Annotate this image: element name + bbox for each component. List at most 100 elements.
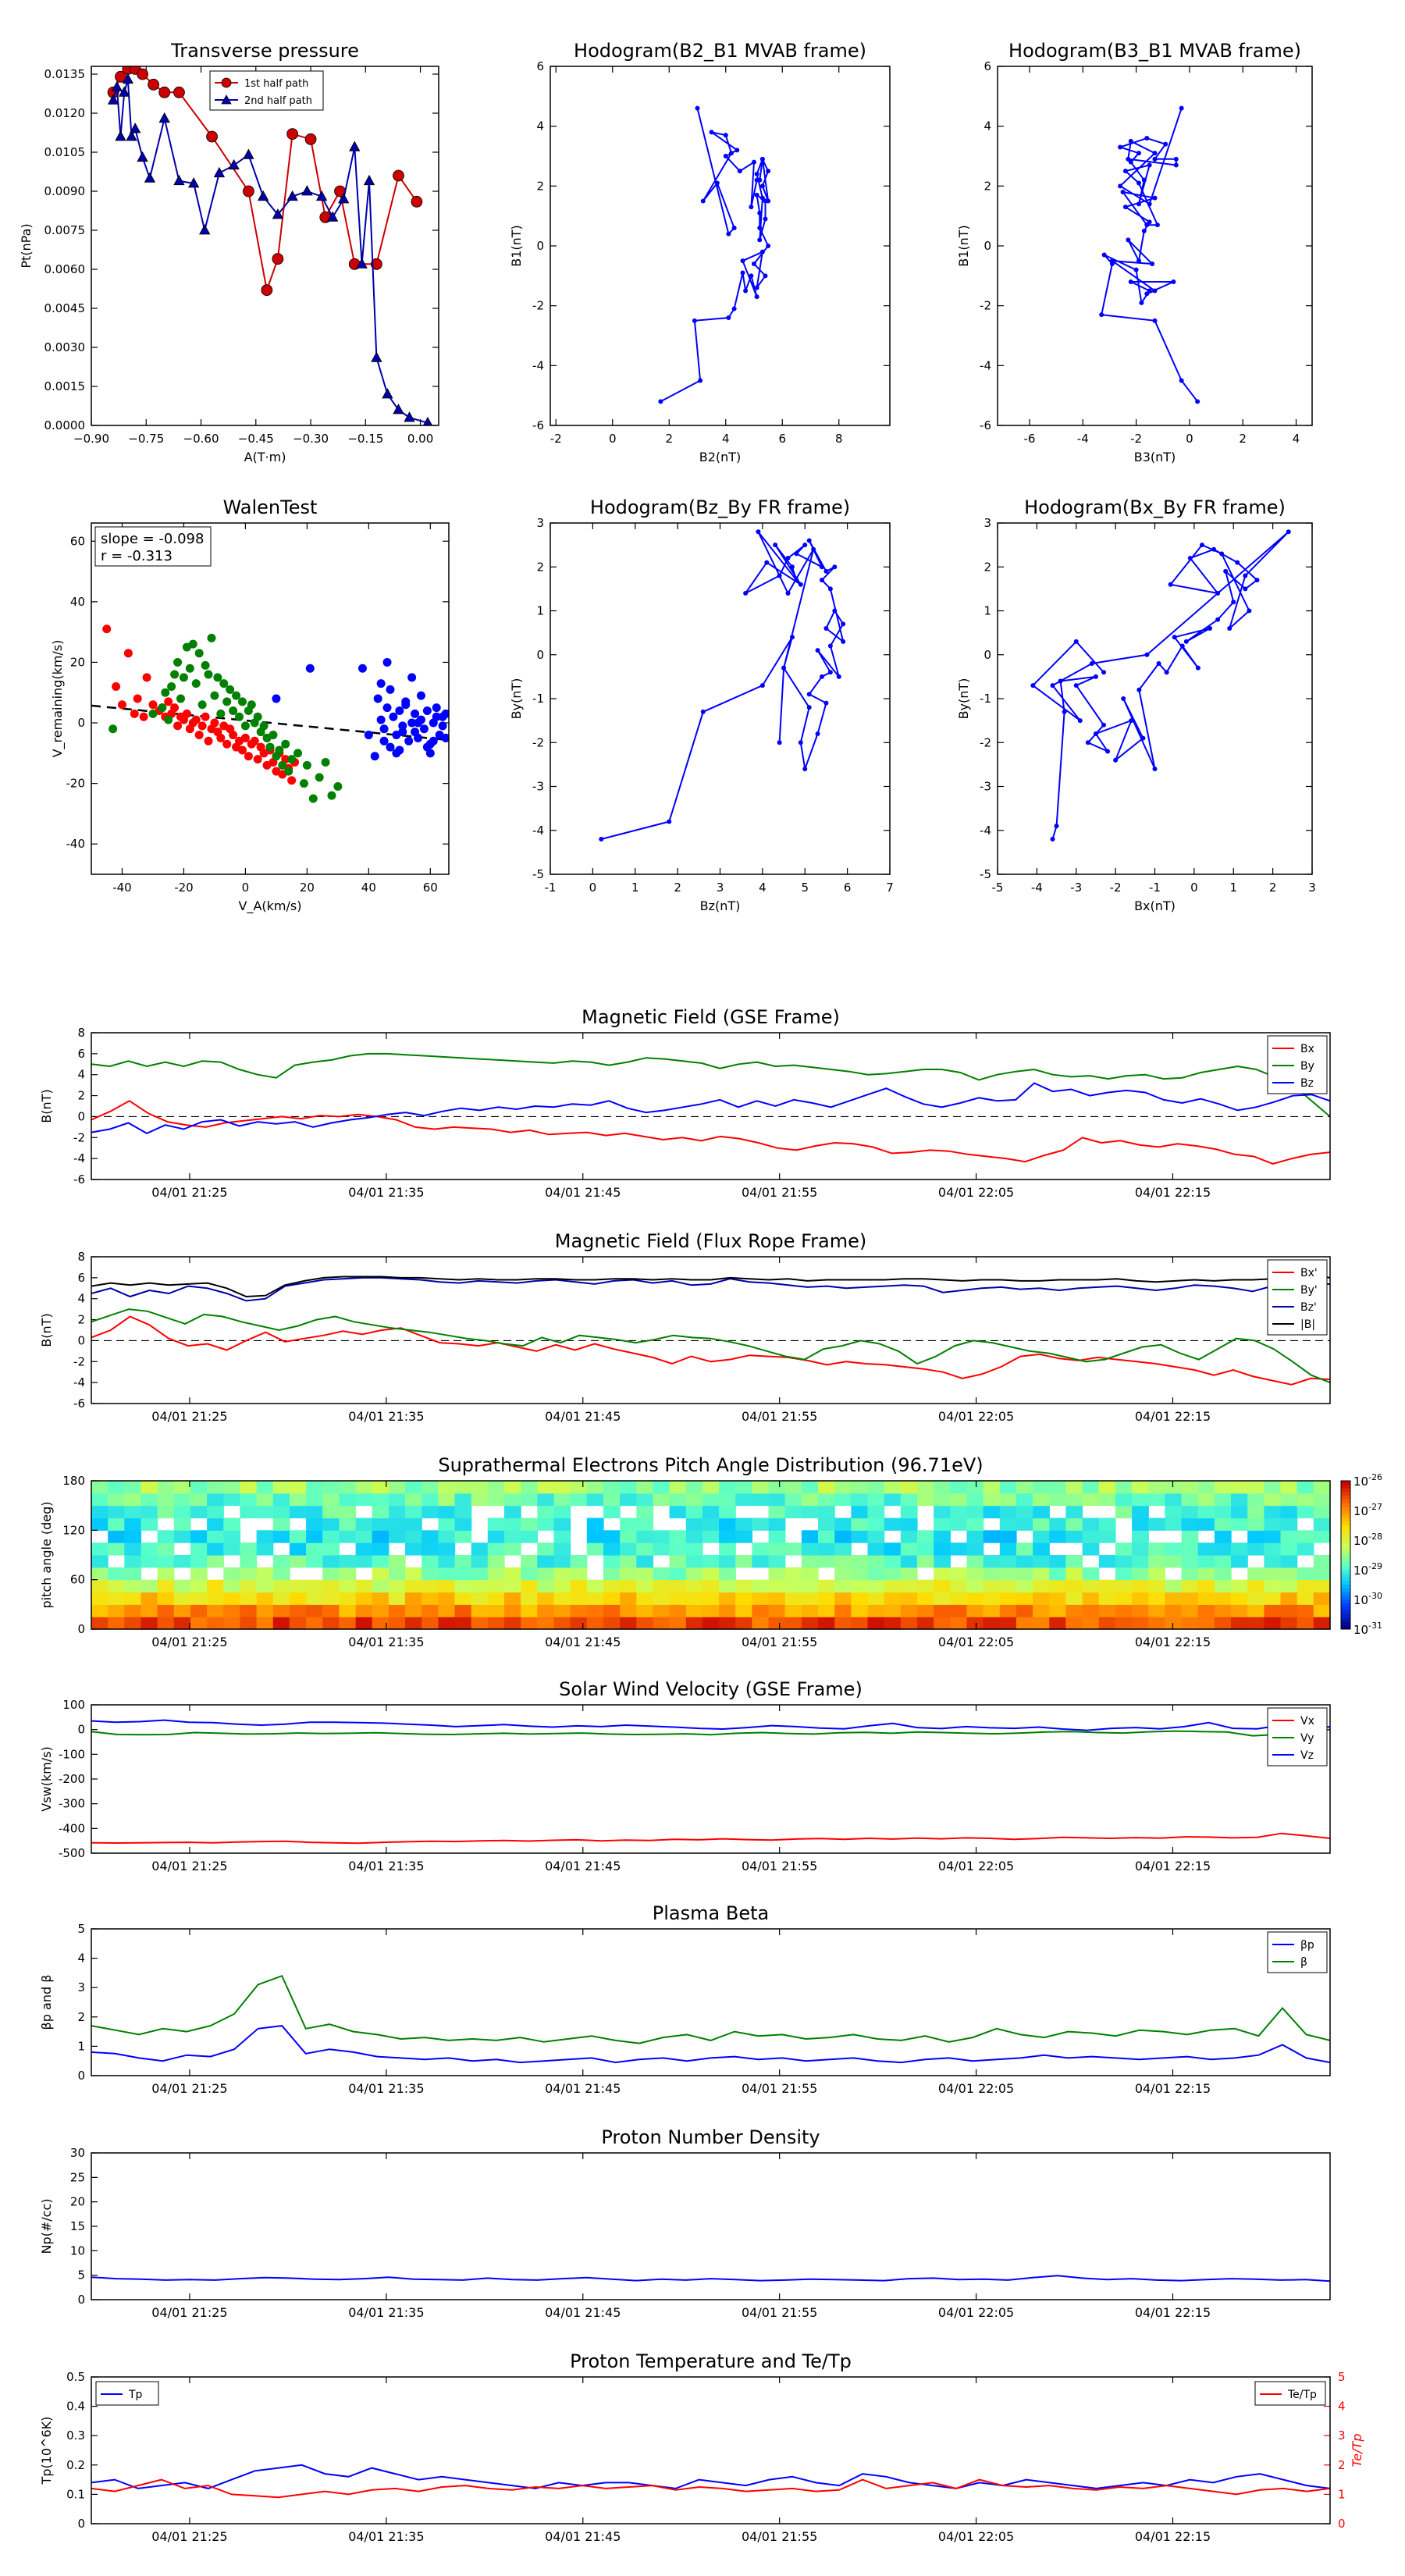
heatmap-cell [190, 1555, 208, 1568]
heatmap-cell [1297, 1505, 1314, 1519]
heatmap-cell [636, 1505, 654, 1519]
colorbar-segment [1341, 1499, 1350, 1503]
data-point [213, 166, 226, 178]
heatmap-cell [735, 1592, 752, 1605]
heatmap-cell [1098, 1555, 1116, 1568]
y-tick-label: 4 [77, 1292, 85, 1306]
x-tick-label: 6 [778, 432, 786, 446]
heatmap-cell [487, 1579, 505, 1593]
y-tick-label: 4 [984, 119, 991, 133]
chart-title: Plasma Beta [653, 1902, 769, 1924]
data-point [1195, 665, 1200, 671]
data-point [243, 148, 254, 159]
heatmap-cell [422, 1542, 439, 1556]
x-tick-label: 0 [609, 432, 617, 446]
annotation-slope: slope = -0.098 [101, 531, 204, 547]
heatmap-cell [1049, 1530, 1067, 1543]
heatmap-cell [586, 1604, 604, 1617]
heatmap-cell [256, 1579, 274, 1593]
heatmap-cell [983, 1555, 1001, 1568]
data-point [321, 757, 330, 767]
heatmap-cell [586, 1517, 604, 1531]
heatmap-cell [570, 1493, 588, 1507]
heatmap-cell [124, 1604, 142, 1617]
heatmap-cell [207, 1493, 224, 1507]
data-point [240, 733, 250, 742]
series-line-path [601, 531, 845, 840]
data-point [1144, 652, 1150, 657]
y-tick-label: -1 [980, 692, 991, 706]
data-point [1154, 222, 1160, 228]
heatmap-cell [867, 1530, 885, 1543]
heatmap-cells [91, 1481, 1331, 1630]
heatmap-cell [950, 1579, 968, 1593]
heatmap-cell [1280, 1579, 1298, 1593]
heatmap-cell [190, 1493, 208, 1507]
chart-hodo_bzby: Hodogram(Bz_By FR frame) -1 0 1 2 3 4 5 6 7 -5 -4 -3… [509, 496, 894, 913]
y-tick-label: -40 [66, 837, 86, 851]
data-point [305, 664, 315, 673]
heatmap-cell [1049, 1604, 1067, 1617]
heatmap-cell [1049, 1493, 1067, 1507]
data-point [158, 703, 167, 713]
heatmap-cell [422, 1579, 439, 1593]
heatmap-cell [1197, 1493, 1215, 1507]
heatmap-cell [1098, 1617, 1116, 1630]
legend-label: By [1300, 1060, 1314, 1073]
heatmap-cell [570, 1617, 588, 1630]
data-point [191, 715, 201, 724]
heatmap-cell [1165, 1555, 1183, 1568]
x-tick-label: 04/01 22:05 [938, 1409, 1014, 1424]
data-point [754, 172, 759, 176]
data-point [1147, 288, 1152, 294]
heatmap-cell [950, 1617, 968, 1630]
heatmap-cell [784, 1505, 802, 1519]
heatmap-cell [1132, 1592, 1149, 1605]
data-point [272, 208, 284, 219]
y-tick-label: 1 [536, 604, 544, 618]
chart-title: Magnetic Field (GSE Frame) [582, 1006, 840, 1028]
heatmap-cell [1165, 1481, 1183, 1494]
y-tick-label: 100 [62, 1698, 85, 1712]
x-tick-label: 04/01 21:35 [348, 1409, 424, 1424]
heatmap-cell [1231, 1542, 1248, 1556]
heatmap-cell [223, 1481, 241, 1494]
data-point [785, 556, 791, 560]
heatmap-cell [240, 1493, 258, 1507]
x-axis-label: B3(nT) [1134, 450, 1176, 464]
y-tick-label: 0.0090 [44, 184, 86, 198]
heatmap-cell [240, 1481, 258, 1494]
data-point [148, 700, 158, 710]
data-point [1136, 151, 1142, 156]
heatmap-cell [306, 1481, 323, 1494]
heatmap-cell [735, 1604, 752, 1617]
data-point [326, 211, 339, 222]
heatmap-cell [272, 1530, 290, 1543]
heatmap-cell [1181, 1579, 1199, 1593]
x-tick-label: 04/01 21:25 [151, 2529, 227, 2544]
heatmap-cell [537, 1617, 555, 1630]
heatmap-cell [1016, 1481, 1033, 1494]
x-tick-label: 04/01 21:35 [348, 2529, 424, 2544]
y-tick-label: 4 [77, 1068, 85, 1082]
heatmap-cell [834, 1530, 852, 1543]
heatmap-cell [190, 1579, 208, 1593]
heatmap-cell [91, 1579, 108, 1593]
x-tick-label: 04/01 21:55 [742, 1185, 817, 1200]
heatmap-cell [719, 1567, 736, 1581]
heatmap-cell [851, 1567, 869, 1581]
series-line-By [91, 1052, 1330, 1118]
heatmap-cell [1264, 1579, 1282, 1593]
heatmap-cell [521, 1530, 538, 1543]
data-point [752, 159, 756, 165]
data-point [398, 728, 407, 737]
heatmap-cell [934, 1505, 951, 1519]
heatmap-cell [1148, 1493, 1165, 1507]
x-tick-label: 2 [674, 881, 681, 895]
data-point [130, 123, 141, 133]
data-point [1235, 560, 1240, 565]
legend-label: 2nd half path [244, 95, 312, 107]
data-point [1139, 300, 1144, 305]
heatmap-cell [1231, 1604, 1248, 1617]
heatmap-cell [950, 1604, 968, 1617]
